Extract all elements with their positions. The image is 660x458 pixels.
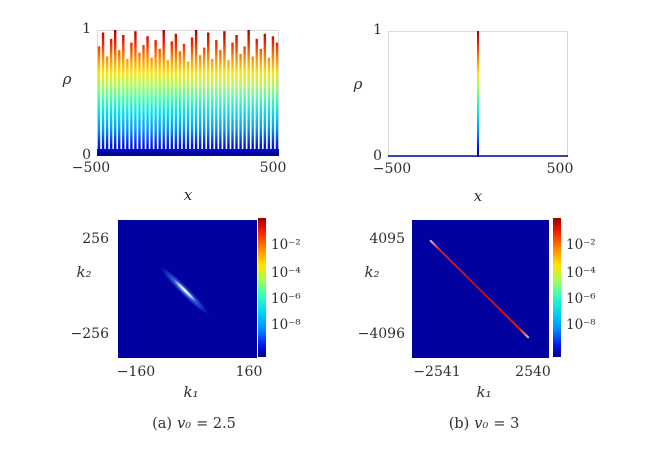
xtick-right: 500 (259, 160, 287, 176)
colorbar-tick-1: 10⁻² (566, 237, 596, 253)
colorbar-tick-1: 10⁻² (271, 237, 301, 253)
heatmap-a-frame: 256 −256 k₂ −160 160 k₁ 10⁻² 10⁻⁴ 10⁻⁶ 1… (71, 218, 301, 401)
ytick-bottom: −256 (70, 326, 109, 342)
xtick-right: 500 (546, 161, 574, 177)
xtick-left: −2541 (413, 364, 461, 380)
colorbar-b (553, 218, 561, 357)
colorbar-tick-3: 10⁻⁶ (566, 291, 596, 307)
ytick-bottom: 0 (82, 147, 91, 163)
colorbar-tick-2: 10⁻⁴ (271, 265, 301, 281)
caption-b-value: = 3 (493, 416, 520, 432)
spike-plot-a-canvas (97, 30, 279, 156)
caption-a-prefix: (a) (152, 416, 173, 432)
xtick-right: 160 (235, 364, 263, 380)
colorbar-tick-3: 10⁻⁶ (271, 291, 301, 307)
heatmap-b-frame: 4095 −4096 k₂ −2541 2540 k₁ 10⁻² 10⁻⁴ 10… (358, 218, 596, 401)
ytick-bottom: 0 (373, 148, 382, 164)
ytick-bottom: −4096 (357, 326, 405, 342)
ytick-top: 256 (82, 231, 109, 247)
xlabel-x: x (183, 186, 193, 204)
xtick-left: −500 (372, 161, 412, 177)
xtick-left: −160 (116, 364, 156, 380)
ytick-top: 4095 (369, 231, 405, 247)
xlabel-k1: k₁ (183, 383, 199, 401)
xtick-left: −500 (71, 160, 111, 176)
spike-plot-b-canvas (388, 31, 568, 157)
xlabel-x: x (473, 187, 483, 205)
caption-b-variable: v₀ (474, 416, 489, 432)
caption-a: (a) v₀ = 2.5 (94, 416, 294, 432)
colorbar-tick-4: 10⁻⁸ (566, 317, 596, 333)
ylabel-rho: ρ (62, 70, 72, 88)
colorbar-tick-4: 10⁻⁸ (271, 317, 301, 333)
ylabel-rho: ρ (353, 75, 363, 93)
subplot-density-b: 1 0 ρ −500 500 x (354, 22, 574, 205)
heatmap-b (412, 220, 549, 358)
colorbar-tick-2: 10⁻⁴ (566, 265, 596, 281)
heatmap-a (118, 220, 257, 358)
colorbar-a (258, 218, 266, 357)
caption-b: (b) v₀ = 3 (384, 416, 584, 432)
caption-a-value: = 2.5 (196, 416, 236, 432)
ytick-top: 1 (82, 21, 91, 37)
caption-b-prefix: (b) (448, 416, 470, 432)
xlabel-k1: k₁ (476, 383, 492, 401)
ylabel-k2: k₂ (364, 263, 380, 281)
xtick-right: 2540 (515, 364, 551, 380)
ytick-top: 1 (373, 22, 382, 38)
caption-a-variable: v₀ (177, 416, 192, 432)
ylabel-k2: k₂ (76, 263, 92, 281)
subplot-density-a: 1 0 ρ −500 500 x (63, 21, 287, 204)
